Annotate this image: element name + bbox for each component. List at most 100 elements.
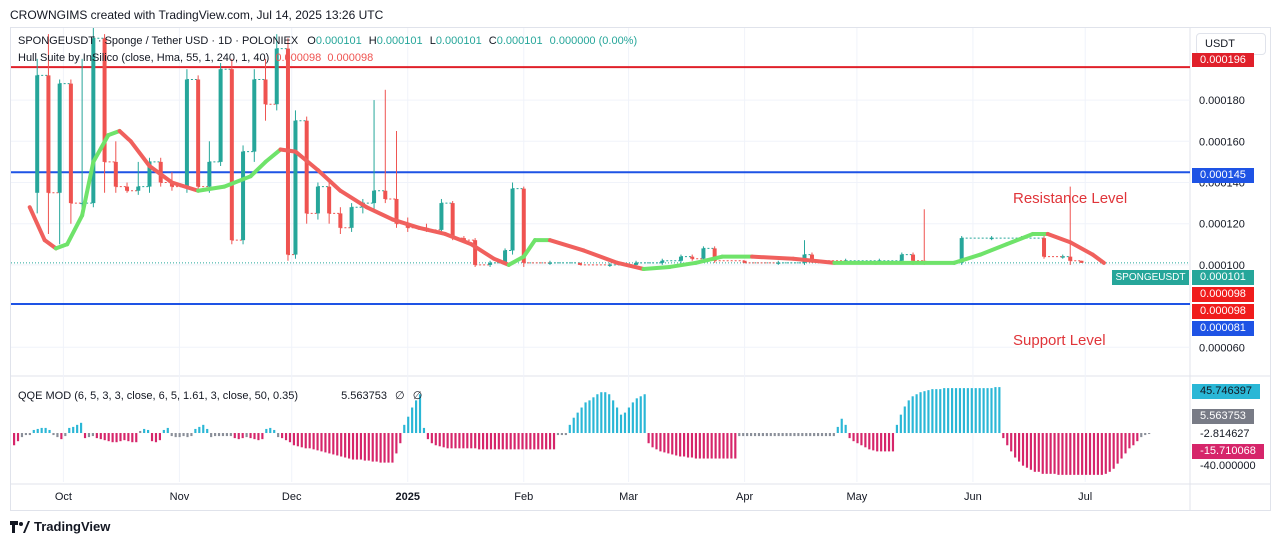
qqe-bar [482, 433, 485, 450]
currency-button[interactable]: USDT [1196, 33, 1266, 55]
qqe-null-1: ∅ [395, 390, 405, 402]
candle-body [911, 254, 916, 261]
qqe-bar [292, 433, 295, 446]
qqe-bar [714, 433, 717, 459]
qqe-bar [884, 433, 887, 452]
qqe-bar [261, 433, 264, 440]
qqe-bar [158, 433, 161, 441]
hull-segment [1045, 231, 1073, 245]
hull-segment [978, 242, 1009, 257]
qqe-bar [1092, 433, 1096, 475]
qqe-bar [1061, 433, 1064, 475]
x-tick-label: 2025 [396, 491, 420, 503]
hull-segment [469, 242, 496, 261]
qqe-bar [355, 433, 359, 460]
qqe-bar [738, 433, 741, 437]
qqe-bar [300, 433, 303, 448]
candle-body [503, 250, 508, 263]
candle-body [46, 75, 51, 193]
qqe-bar [418, 394, 422, 434]
qqe-bar [1096, 433, 1099, 475]
qqe-bar [675, 433, 678, 456]
qqe-bar [568, 424, 571, 434]
qqe-bar [848, 433, 851, 439]
qqe-bar [596, 394, 599, 434]
qqe-null-2: ∅ [412, 390, 423, 402]
qqe-bar [273, 429, 276, 434]
qqe-bar [635, 398, 638, 434]
qqe-bar [150, 433, 154, 442]
qqe-bar [127, 433, 130, 442]
qqe-bar [367, 433, 370, 461]
x-tick-label: Oct [55, 491, 72, 503]
qqe-bar [332, 433, 335, 455]
x-tick-label: Jun [964, 491, 982, 503]
qqe-bar [1037, 433, 1040, 472]
qqe-bar [399, 433, 402, 444]
qqe-bar [407, 416, 410, 434]
qqe-bar [655, 433, 658, 450]
qqe-bar [588, 400, 591, 434]
qqe-histogram-layer [13, 387, 1151, 475]
qqe-bar [182, 433, 185, 437]
qqe-bar [1104, 433, 1107, 474]
qqe-bar [99, 433, 102, 440]
qqe-bar [887, 433, 891, 452]
candle-body [147, 161, 152, 187]
qqe-bar [210, 433, 213, 438]
qqe-bar [80, 422, 83, 434]
qqe-bar [931, 389, 934, 434]
qqe-legend[interactable]: QQE MOD (6, 5, 3, 3, close, 6, 5, 1.61, … [18, 389, 422, 402]
candle-body [712, 248, 717, 261]
hull-segment [1068, 240, 1095, 257]
qqe-bar [68, 427, 71, 434]
legend-row: SPONGEUSDT · Sponge / Tether USD · 1D · … [18, 35, 637, 47]
qqe-bar [450, 433, 453, 449]
hull-segment [196, 184, 227, 193]
candle-body [1079, 260, 1084, 263]
qqe-bar [1045, 433, 1048, 474]
qqe-bar [872, 433, 875, 451]
qqe-bar [702, 433, 705, 459]
qqe-bar [316, 433, 319, 451]
qqe-bar [186, 433, 189, 438]
x-tick-label: Dec [282, 491, 302, 503]
qqe-bar [395, 433, 398, 454]
qqe-bar [797, 433, 800, 437]
qqe-bar [1144, 433, 1147, 436]
qqe-bar [194, 428, 197, 434]
qqe-bar [1010, 433, 1013, 452]
qqe-bar [202, 424, 205, 434]
hull-segment [248, 159, 268, 179]
qqe-bar [174, 433, 177, 438]
qqe-bar [994, 387, 997, 434]
qqe-bar [663, 433, 666, 453]
qqe-bar [1073, 433, 1076, 475]
qqe-bar [619, 414, 623, 434]
qqe-bar [1069, 433, 1072, 475]
candle-body [577, 262, 582, 265]
qqe-bar [545, 433, 548, 450]
qqe-bar [489, 433, 493, 450]
qqe-bar [954, 388, 958, 434]
qqe-bar [840, 418, 843, 434]
qqe-bar [198, 426, 201, 434]
hull-legend[interactable]: Hull Suite by InSilico (close, Hma, 55, … [18, 52, 373, 64]
qqe-bar [241, 433, 244, 439]
symbol-line[interactable]: SPONGEUSDT · Sponge / Tether USD · 1D · … [18, 35, 299, 47]
candle-body [196, 79, 201, 187]
qqe-bar [1029, 433, 1032, 470]
qqe-bar [651, 433, 654, 448]
qqe-bar [1006, 433, 1009, 446]
axes-layer: 0.0001800.0001600.0001400.0001200.000100… [55, 95, 1245, 503]
hull-segment [27, 205, 47, 243]
qqe-bar [485, 433, 489, 450]
hull-segment [147, 164, 174, 185]
qqe-bar [13, 433, 16, 446]
qqe-bar [24, 433, 27, 436]
qqe-bar [60, 433, 63, 440]
hull-segment [615, 260, 646, 272]
qqe-bar [115, 433, 118, 443]
qqe-bar [119, 433, 122, 442]
